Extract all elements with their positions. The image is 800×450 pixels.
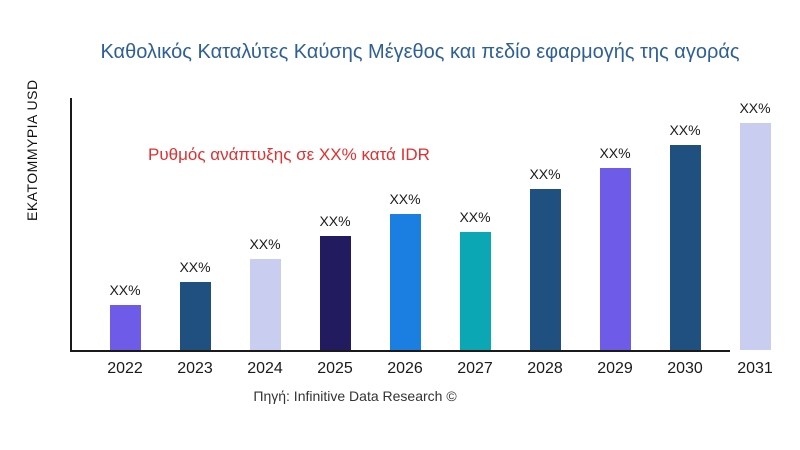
x-tick-label-2024: 2024 bbox=[247, 360, 283, 377]
bar-value-label-2025: XX% bbox=[319, 213, 351, 229]
bar-2023 bbox=[179, 282, 211, 350]
bar-2026 bbox=[389, 214, 421, 350]
x-tick-label-2031: 2031 bbox=[737, 360, 773, 377]
bar-value-label-2028: XX% bbox=[529, 166, 561, 182]
bar-value-label-2022: XX% bbox=[109, 282, 141, 298]
source-attribution: Πηγή: Infinitive Data Research © bbox=[253, 388, 457, 404]
bar-2029 bbox=[599, 168, 631, 350]
bar-value-label-2031: XX% bbox=[739, 100, 771, 116]
x-tick-label-2026: 2026 bbox=[387, 360, 423, 377]
bar-2030 bbox=[669, 145, 701, 350]
x-tick-label-2025: 2025 bbox=[317, 360, 353, 377]
x-tick-label-2029: 2029 bbox=[597, 360, 633, 377]
bar-2025 bbox=[319, 236, 351, 350]
bar-value-label-2030: XX% bbox=[669, 122, 701, 138]
x-axis-line bbox=[70, 350, 730, 352]
bar-value-label-2026: XX% bbox=[389, 191, 421, 207]
x-tick-label-2022: 2022 bbox=[107, 360, 143, 377]
x-tick-label-2023: 2023 bbox=[177, 360, 213, 377]
y-axis-label: ΕΚΑΤΟΜΜΥΡΙΑ USD bbox=[24, 79, 40, 221]
x-tick-label-2030: 2030 bbox=[667, 360, 703, 377]
plot-area: XX% 2022 XX% 2023 XX% 2024 XX% 2025 XX% 2026 XX% 20… bbox=[70, 100, 785, 377]
bar-2022 bbox=[109, 305, 141, 350]
bar-2027 bbox=[459, 232, 491, 350]
bar-value-label-2024: XX% bbox=[249, 236, 281, 252]
x-tick-label-2028: 2028 bbox=[527, 360, 563, 377]
bar-2031 bbox=[739, 123, 771, 350]
bar-value-label-2029: XX% bbox=[599, 145, 631, 161]
y-axis-line bbox=[70, 98, 72, 352]
x-tick-label-2027: 2027 bbox=[457, 360, 493, 377]
bar-2028 bbox=[529, 189, 561, 350]
bar-value-label-2023: XX% bbox=[179, 259, 211, 275]
bar-2024 bbox=[249, 259, 281, 350]
bar-value-label-2027: XX% bbox=[459, 209, 491, 225]
growth-rate-annotation: Ρυθμός ανάπτυξης σε XX% κατά IDR bbox=[148, 145, 430, 164]
chart-title: Καθολικός Καταλύτες Καύσης Μέγεθος και π… bbox=[100, 41, 740, 63]
